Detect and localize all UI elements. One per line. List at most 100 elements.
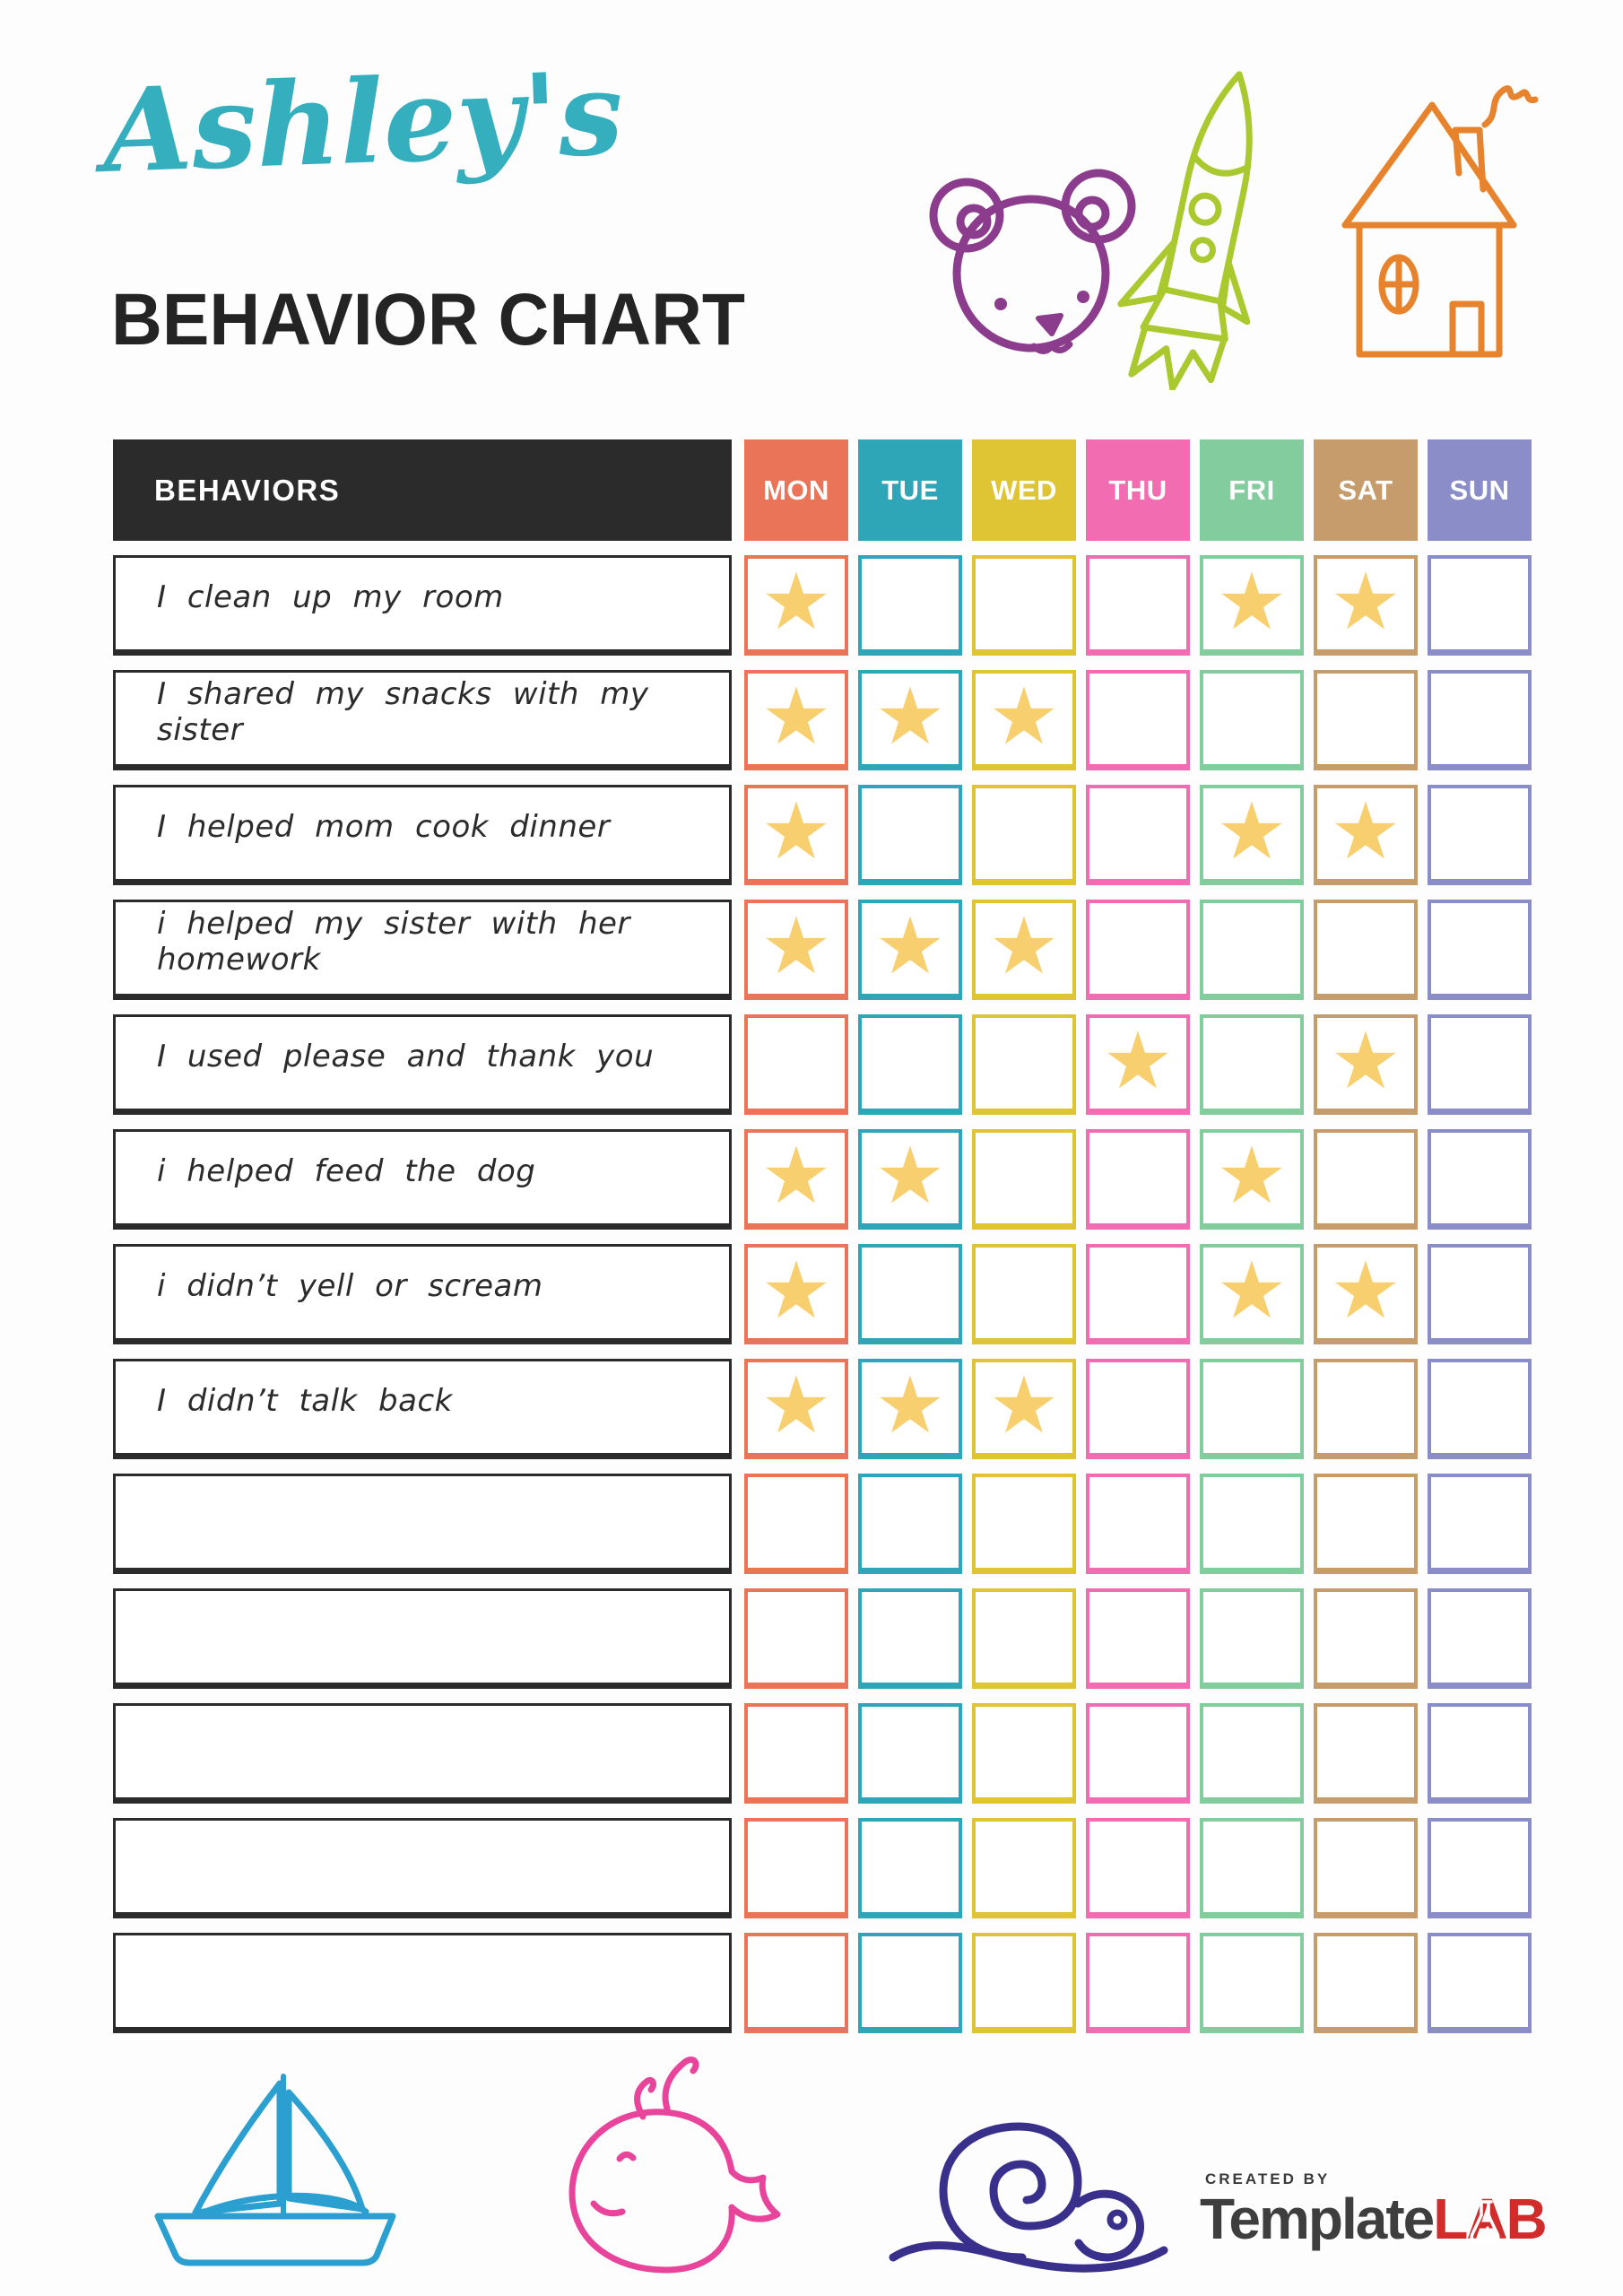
day-cell[interactable] [1086,1933,1190,2033]
behavior-label-input[interactable] [113,1474,732,1574]
day-cell[interactable] [972,1588,1076,1689]
day-cell[interactable] [1314,1933,1418,2033]
day-cell[interactable] [972,1818,1076,1918]
day-cell[interactable] [972,1474,1076,1574]
behavior-label-input[interactable] [113,1588,732,1689]
day-cell[interactable] [1428,1474,1532,1574]
behavior-label-input[interactable]: i helped feed the dog [113,1129,732,1230]
day-cell[interactable] [1086,555,1190,656]
behavior-label-input[interactable]: i didn’t yell or scream [113,1244,732,1344]
day-cell[interactable]: ★ [858,900,962,1000]
day-cell[interactable]: ★ [972,900,1076,1000]
day-cell[interactable]: ★ [1200,555,1304,656]
day-cell[interactable] [1428,1933,1532,2033]
day-cell[interactable] [858,1818,962,1918]
day-cell[interactable] [1314,1359,1418,1459]
day-cell[interactable] [1086,1474,1190,1574]
day-cell[interactable] [858,1244,962,1344]
day-cell[interactable] [1428,1359,1532,1459]
day-cell[interactable]: ★ [1314,1014,1418,1115]
day-cell[interactable]: ★ [1314,555,1418,656]
day-cell[interactable]: ★ [1200,1129,1304,1230]
day-cell[interactable] [858,555,962,656]
behavior-label-input[interactable]: i helped my sister with her homework [113,900,732,1000]
day-cell[interactable] [744,1818,848,1918]
day-cell[interactable] [1428,555,1532,656]
behavior-label-input[interactable]: I shared my snacks with my sister [113,670,732,770]
behavior-label-input[interactable]: I helped mom cook dinner [113,785,732,885]
behavior-label-input[interactable]: I clean up my room [113,555,732,656]
day-cell[interactable] [1314,1129,1418,1230]
day-cell[interactable]: ★ [744,1244,848,1344]
day-cell[interactable] [1200,900,1304,1000]
day-cell[interactable] [972,1933,1076,2033]
day-cell[interactable] [1428,670,1532,770]
behavior-label-input[interactable] [113,1933,732,2033]
day-cell[interactable] [1428,1818,1532,1918]
day-cell[interactable] [1314,900,1418,1000]
day-cell[interactable] [1086,900,1190,1000]
day-cell[interactable] [858,1014,962,1115]
day-cell[interactable]: ★ [744,670,848,770]
day-cell[interactable]: ★ [744,555,848,656]
day-cell[interactable] [1086,1129,1190,1230]
day-cell[interactable] [1314,1588,1418,1689]
day-cell[interactable] [1200,1703,1304,1804]
day-cell[interactable] [858,785,962,885]
day-cell[interactable] [1086,1359,1190,1459]
day-cell[interactable] [1086,785,1190,885]
day-cell[interactable] [744,1933,848,2033]
day-cell[interactable] [1086,1244,1190,1344]
day-cell[interactable] [1086,1703,1190,1804]
day-cell[interactable] [1428,1014,1532,1115]
day-cell[interactable]: ★ [858,1129,962,1230]
day-cell[interactable] [1200,1474,1304,1574]
day-cell[interactable]: ★ [858,670,962,770]
day-cell[interactable] [1200,1818,1304,1918]
day-cell[interactable] [972,1703,1076,1804]
day-cell[interactable] [744,1703,848,1804]
day-cell[interactable] [1200,1933,1304,2033]
behavior-label-input[interactable]: I used please and thank you [113,1014,732,1115]
day-cell[interactable] [1086,1818,1190,1918]
day-cell[interactable]: ★ [972,670,1076,770]
day-cell[interactable] [972,1129,1076,1230]
day-cell[interactable] [1428,1129,1532,1230]
day-cell[interactable] [1086,670,1190,770]
day-cell[interactable]: ★ [1086,1014,1190,1115]
day-cell[interactable] [858,1703,962,1804]
day-cell[interactable] [1428,900,1532,1000]
day-cell[interactable]: ★ [858,1359,962,1459]
day-cell[interactable] [1200,1014,1304,1115]
day-cell[interactable]: ★ [1314,1244,1418,1344]
day-cell[interactable] [1314,1818,1418,1918]
day-cell[interactable]: ★ [744,900,848,1000]
day-cell[interactable] [744,1588,848,1689]
day-cell[interactable] [972,555,1076,656]
day-cell[interactable] [1314,1703,1418,1804]
day-cell[interactable] [858,1474,962,1574]
day-cell[interactable]: ★ [1314,785,1418,885]
day-cell[interactable] [744,1474,848,1574]
day-cell[interactable] [1200,1588,1304,1689]
day-cell[interactable] [744,1014,848,1115]
day-cell[interactable] [858,1933,962,2033]
day-cell[interactable]: ★ [744,1359,848,1459]
day-cell[interactable] [972,1014,1076,1115]
day-cell[interactable] [1314,1474,1418,1574]
day-cell[interactable] [1314,670,1418,770]
day-cell[interactable]: ★ [1200,785,1304,885]
day-cell[interactable] [972,785,1076,885]
day-cell[interactable] [1200,1359,1304,1459]
day-cell[interactable]: ★ [972,1359,1076,1459]
day-cell[interactable] [1428,1588,1532,1689]
day-cell[interactable] [972,1244,1076,1344]
day-cell[interactable]: ★ [744,785,848,885]
day-cell[interactable] [1428,785,1532,885]
day-cell[interactable] [1428,1244,1532,1344]
day-cell[interactable]: ★ [1200,1244,1304,1344]
day-cell[interactable] [858,1588,962,1689]
day-cell[interactable] [1200,670,1304,770]
behavior-label-input[interactable] [113,1818,732,1918]
day-cell[interactable] [1428,1703,1532,1804]
